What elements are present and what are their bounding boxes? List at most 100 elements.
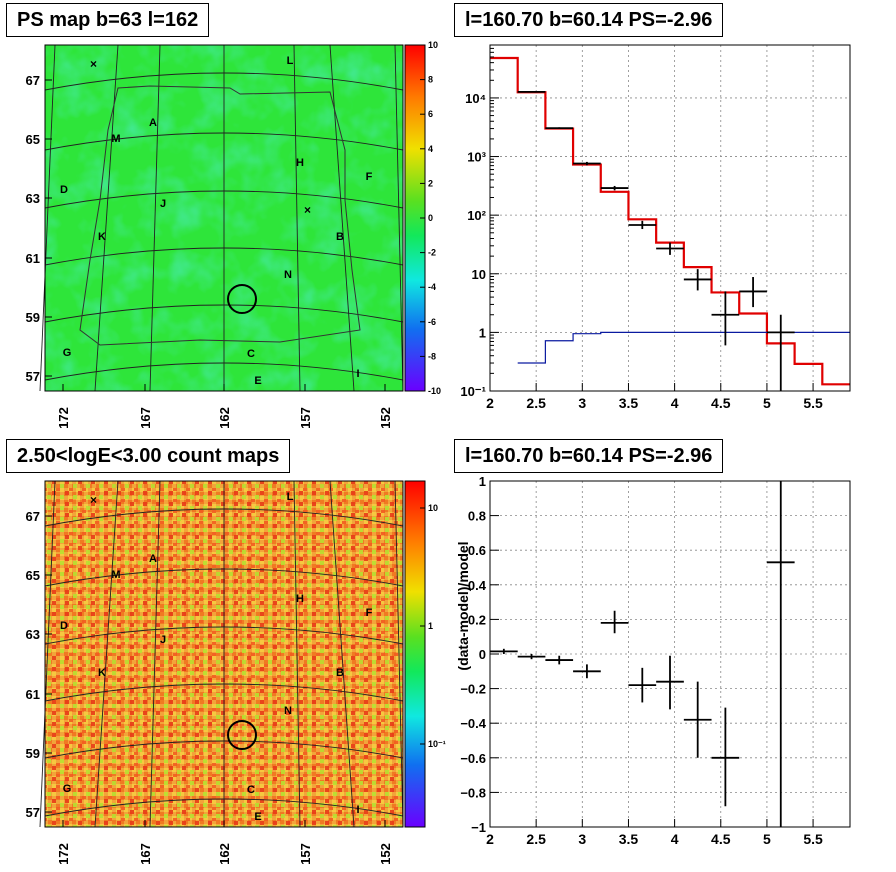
ps-map-region-label: L (287, 55, 294, 67)
ps-map-colorbar-tick-label: -6 (428, 317, 436, 327)
ps-map-colorbar-tick-label: -2 (428, 248, 436, 258)
count-map-colorbar-tick-label: 10 (428, 503, 438, 513)
ps-map-x-marker: × (90, 57, 97, 71)
ps-map-axes: 67 65 63 61 59 57 172 167 162 157 152 (26, 73, 393, 429)
count-map-x-tick-label: 152 (378, 843, 393, 865)
ps-map-colorbar-tick-label: -10 (428, 386, 441, 396)
count-map-y-tick-label: 67 (26, 509, 40, 524)
residual-x-tick-label: 4.5 (711, 831, 731, 847)
count-map-longitude-line (394, 480, 404, 828)
residual-x-tick-label: 2 (486, 831, 494, 847)
ps-map-colorbar-tick-label: 6 (428, 109, 433, 119)
count-map-region-label: F (366, 607, 373, 619)
count-map-longitude-line (293, 480, 301, 828)
count-map-region-label: H (296, 593, 304, 605)
residual-data-point (766, 481, 795, 827)
ps-map-region-label: A (149, 117, 157, 129)
ps-map-y-tick-label: 65 (26, 132, 40, 147)
ps-map-y-tick-label: 61 (26, 251, 40, 266)
count-map-svg: × L A M H F D J B K N G C I E 10 1 10⁻¹ 67 65 63 61 59 57 172… (26, 480, 446, 865)
ps-map-colorbar-tick-label: 0 (428, 213, 433, 223)
ps-map-region-label: G (63, 347, 72, 359)
residual-x-tick-label: 5 (763, 831, 771, 847)
spectrum-y-tick-label: 10 (472, 267, 486, 282)
count-map-region-labels: L A M H F D J B K N G C I E (60, 491, 373, 823)
count-map-x-tick-label: 162 (217, 843, 232, 865)
count-map-region-label: C (247, 784, 255, 796)
spectrum-y-tick-label: 1 (479, 325, 486, 340)
spectrum-data-point (711, 291, 740, 346)
ps-map-region-label: B (336, 231, 344, 243)
spectrum-data-point (656, 242, 684, 255)
ps-map-region-label: I (356, 368, 359, 380)
ps-map-longitude-line (394, 44, 404, 392)
residual-y-tick-label: −0.6 (460, 751, 486, 766)
count-map-y-tick-label: 65 (26, 568, 40, 583)
ps-map-colorbar-tick-label: 10 (428, 40, 438, 50)
residual-y-tick-label: 0.8 (468, 509, 486, 524)
residual-y-tick-label: 0.6 (468, 543, 486, 558)
spectrum-x-tick-label: 3 (578, 395, 586, 411)
count-map-y-tick-label: 57 (26, 805, 40, 820)
spectrum-y-tick-label: 10³ (467, 150, 486, 165)
spectrum-data-point (739, 277, 767, 308)
count-map-region-label: B (336, 667, 344, 679)
spectrum-x-tick-label: 2.5 (526, 395, 546, 411)
count-map-region-label: E (254, 811, 261, 823)
residual-title: l=160.70 b=60.14 PS=-2.96 (454, 439, 724, 473)
ps-map-colorbar-tick-label: -4 (428, 282, 436, 292)
count-map-longitude-line (149, 480, 161, 828)
residual-y-tick-label: 0.2 (468, 612, 486, 627)
count-map-x-tick-label: 157 (298, 843, 313, 865)
spectrum-baseline-line (517, 331, 850, 364)
spectrum-data-point (573, 161, 601, 166)
count-map-y-tick-label: 63 (26, 627, 40, 642)
residual-y-tick-label: −0.4 (460, 716, 486, 731)
spectrum-data-point (517, 90, 546, 93)
count-map-y-tick-label: 59 (26, 746, 40, 761)
count-map-region-label: K (98, 667, 106, 679)
ps-map-colorbar-tick-label: -8 (428, 351, 436, 361)
ps-map-x-tick-label: 162 (217, 407, 232, 429)
residual-y-tick-label: 0 (479, 647, 486, 662)
ps-map-region-label: J (160, 198, 166, 210)
count-map-axes: 67 65 63 61 59 57 172 167 162 157 152 (26, 509, 393, 865)
residual-data-point (517, 654, 546, 660)
spectrum-y-tick-label: 10² (467, 208, 486, 223)
count-map-region-label: I (356, 804, 359, 816)
ps-map-coordinate-grid (39, 44, 404, 392)
residual-y-tick-label: 1 (479, 474, 486, 489)
count-map-region-label: J (160, 634, 166, 646)
residual-data-point (600, 610, 629, 634)
ps-map-region-label: C (247, 348, 255, 360)
spectrum-x-tick-label: 4 (671, 395, 679, 411)
spectrum-panel: 2 2.5 3 3.5 4 4.5 5 5.5 10⁻¹ 1 10 10² 10³ 10⁴ l=160.7… (448, 0, 896, 436)
spectrum-x-tick-label: 5.5 (803, 395, 823, 411)
ps-map-panel: × × L A M H F D J B K N G C I E 10 8 6 4 2 0 -2 -4 -6 -8 -10 67… (0, 0, 448, 436)
count-map-title: 2.50<logE<3.00 count maps (6, 439, 291, 473)
ps-map-y-tick-label: 59 (26, 310, 40, 325)
count-map-region-label: G (63, 783, 72, 795)
ps-map-title: PS map b=63 l=162 (6, 3, 210, 37)
count-map-colorbar-ticks: 10 1 10⁻¹ (420, 503, 446, 749)
count-map-longitude-line (39, 480, 56, 828)
residual-data-point (683, 681, 712, 758)
spectrum-svg: 2 2.5 3 3.5 4 4.5 5 5.5 10⁻¹ 1 10 10² 10³ 10⁴ (460, 44, 851, 411)
count-map-region-label: N (284, 705, 292, 717)
ps-map-region-label: E (254, 375, 261, 387)
ps-map-x-marker: × (304, 203, 311, 217)
spectrum-x-tick-label: 3.5 (619, 395, 639, 411)
residual-data-point (628, 667, 657, 703)
count-map-region-label: D (60, 620, 68, 632)
residual-panel: 2 2.5 3 3.5 4 4.5 5 5.5 1 0.8 0.6 0.4 0.2 0 −0.2 −0.4 −0… (448, 436, 896, 872)
count-map-coordinate-grid (39, 480, 404, 828)
spectrum-plot-area (490, 45, 850, 391)
spectrum-x-tick-label: 2 (486, 395, 494, 411)
count-map-x-tick-label: 167 (138, 843, 153, 865)
count-map-source-circle (227, 720, 257, 750)
residual-y-axis-label: (data-model)/model (455, 541, 471, 670)
spectrum-data-point (545, 127, 574, 130)
ps-map-svg: × × L A M H F D J B K N G C I E 10 8 6 4 2 0 -2 -4 -6 -8 -10 67… (26, 40, 441, 429)
count-map-colorbar-tick-label: 1 (428, 621, 433, 631)
residual-svg: 2 2.5 3 3.5 4 4.5 5 5.5 1 0.8 0.6 0.4 0.2 0 −0.2 −0.4 −0… (455, 474, 851, 847)
